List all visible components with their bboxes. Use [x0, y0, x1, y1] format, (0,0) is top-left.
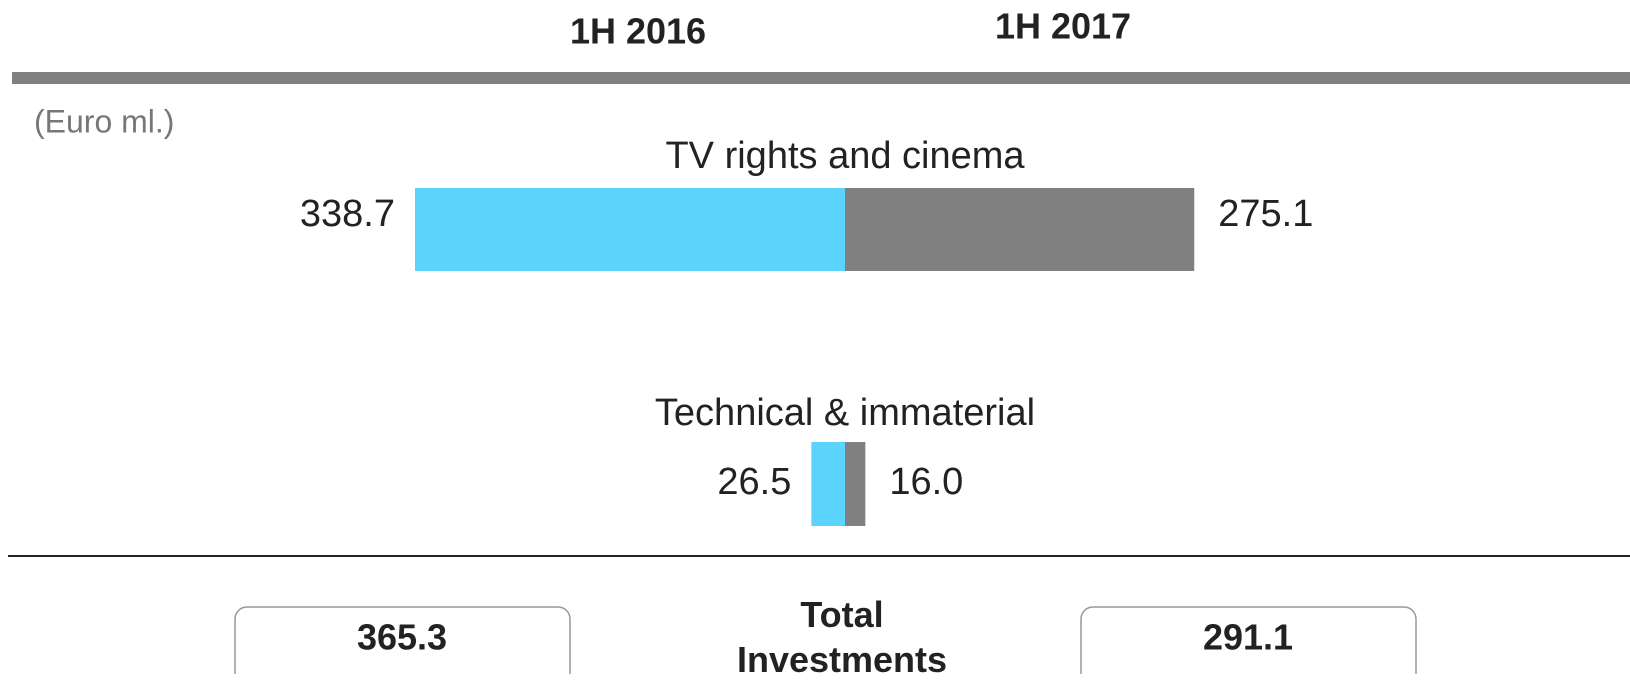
- category-label: TV rights and cinema: [665, 135, 1025, 177]
- total-label: Total Investments: [736, 594, 948, 680]
- category-label: Technical & immaterial: [655, 392, 1035, 434]
- value-label: 275.1: [1218, 193, 1313, 235]
- value-label: 26.5: [717, 461, 791, 503]
- total-box: [234, 606, 571, 674]
- series-header: 1H 2016: [570, 11, 706, 52]
- total-box: [1080, 606, 1417, 674]
- series-header: 1H 2017: [995, 6, 1131, 47]
- total-value: 365.3: [357, 617, 447, 658]
- bar: [811, 442, 845, 526]
- value-label: 338.7: [300, 193, 395, 235]
- bar: [845, 442, 866, 526]
- unit-label: (Euro ml.): [34, 103, 174, 139]
- total-value: 291.1: [1203, 617, 1293, 658]
- header-band: [12, 72, 1630, 84]
- value-label: 16.0: [889, 461, 963, 503]
- bar: [845, 188, 1195, 271]
- bar: [415, 188, 845, 271]
